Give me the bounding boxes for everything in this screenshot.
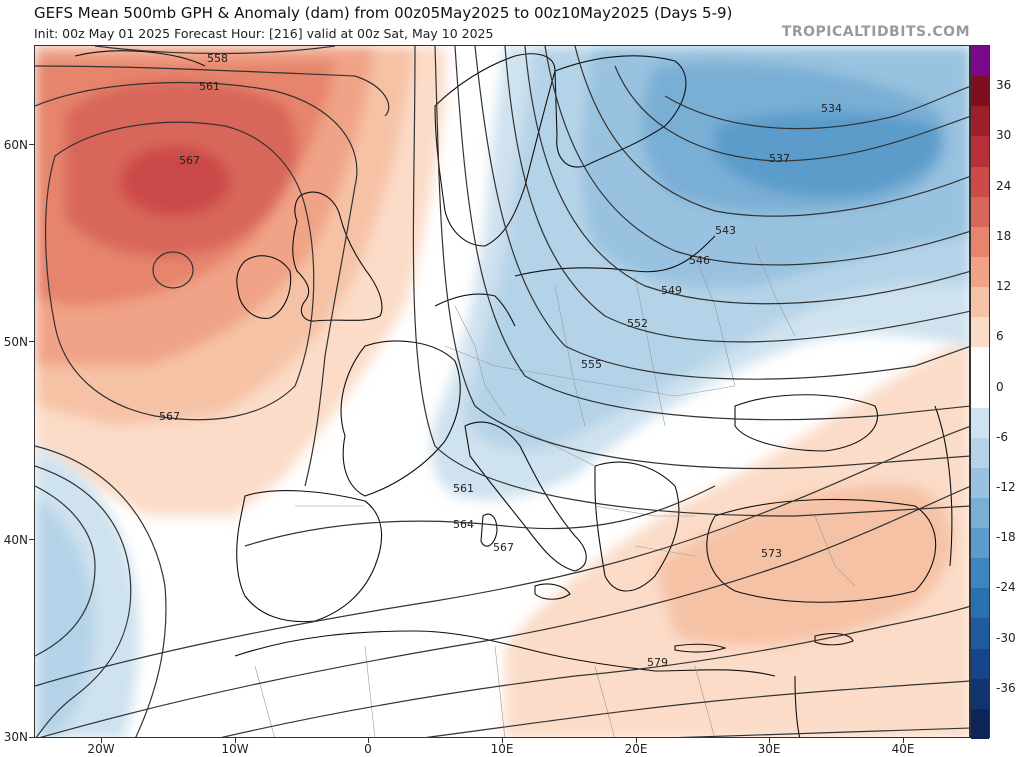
lon-tick — [235, 738, 236, 743]
contour-label: 567 — [179, 154, 200, 167]
lat-label: 50N — [3, 335, 28, 349]
contour-label: 555 — [581, 358, 602, 371]
colorbar-swatch — [971, 708, 989, 740]
contour-labels: 558 561 567 567 534 537 543 546 549 552 … — [159, 52, 842, 669]
contour-label: 567 — [159, 410, 180, 423]
colorbar-label: 30 — [996, 128, 1012, 143]
map-title: GEFS Mean 500mb GPH & Anomaly (dam) from… — [34, 4, 733, 22]
lon-tick — [101, 738, 102, 743]
colorbar-label: -36 — [996, 680, 1016, 695]
colorbar-swatch — [971, 106, 989, 137]
lon-label: 40E — [891, 742, 915, 756]
lon-tick — [502, 738, 503, 743]
lat-tick — [29, 737, 34, 738]
colorbar-swatch — [971, 377, 989, 409]
lat-tick — [29, 539, 34, 540]
contour-label: 534 — [821, 102, 842, 115]
contour-label: 579 — [647, 656, 668, 669]
lon-label: 20W — [87, 742, 115, 756]
contour-label: 552 — [627, 317, 648, 330]
colorbar-label: 36 — [996, 78, 1012, 93]
lon-tick — [769, 738, 770, 743]
colorbar-swatch — [971, 558, 989, 589]
contour-label: 567 — [493, 541, 514, 554]
contour-label: 549 — [661, 284, 682, 297]
colorbar-swatch — [971, 46, 989, 77]
colorbar-swatch — [971, 76, 989, 107]
colorbar-swatch — [971, 618, 989, 650]
colorbar-swatch — [971, 347, 989, 378]
lon-label: 20E — [624, 742, 648, 756]
colorbar-swatch — [971, 196, 989, 228]
height-contours — [35, 46, 969, 737]
colorbar-label: 24 — [996, 178, 1012, 193]
colorbar-swatch — [971, 648, 989, 680]
contour-label: 561 — [199, 80, 220, 93]
lat-label: 30N — [3, 730, 28, 744]
colorbar-swatch — [971, 588, 989, 619]
negative-anomaly-northeast — [431, 46, 969, 500]
colorbar-swatch — [971, 528, 989, 559]
colorbar-swatch — [971, 226, 989, 258]
colorbar-swatch — [971, 166, 989, 198]
lat-tick — [29, 144, 34, 145]
colorbar-label: -24 — [996, 580, 1016, 595]
contour-label: 558 — [207, 52, 228, 65]
map-subtitle: Init: 00z May 01 2025 Forecast Hour: [21… — [34, 26, 494, 41]
colorbar-swatch — [971, 497, 989, 529]
colorbar-swatch — [971, 467, 989, 499]
lon-label: 0 — [364, 742, 372, 756]
colorbar-label: -6 — [996, 429, 1008, 444]
positive-anomaly-southeast — [505, 336, 969, 737]
colorbar-label: 0 — [996, 379, 1004, 394]
map-canvas: 558 561 567 567 534 537 543 546 549 552 … — [35, 46, 969, 737]
lat-tick — [29, 341, 34, 342]
colorbar-label: 6 — [996, 329, 1004, 344]
contour-label: 561 — [453, 482, 474, 495]
contour-label: 537 — [769, 152, 790, 165]
country-borders — [254, 245, 856, 737]
lon-label: 10E — [490, 742, 514, 756]
lat-label: 40N — [3, 533, 28, 547]
contour-label: 546 — [689, 254, 710, 267]
colorbar-label: -30 — [996, 630, 1016, 645]
lat-label: 60N — [3, 138, 28, 152]
colorbar-label: -12 — [996, 480, 1016, 494]
colorbar-swatch — [971, 407, 989, 439]
colorbar-label: -18 — [996, 530, 1016, 545]
colorbar-swatch — [971, 678, 989, 710]
lon-label: 30E — [757, 742, 781, 756]
anomaly-colorbar — [970, 45, 990, 740]
contour-label: 543 — [715, 224, 736, 237]
brand-label: TROPICALTIDBITS.COM — [781, 24, 970, 40]
anomaly-map: 558 561 567 567 534 537 543 546 549 552 … — [34, 45, 970, 738]
colorbar-swatch — [971, 287, 989, 318]
contour-label: 564 — [453, 518, 474, 531]
colorbar-swatch — [971, 317, 989, 348]
lon-label: 10W — [221, 742, 249, 756]
colorbar-swatch — [971, 437, 989, 469]
colorbar-label: 12 — [996, 279, 1012, 294]
lon-tick — [903, 738, 904, 743]
colorbar-swatch — [971, 256, 989, 288]
lon-tick — [636, 738, 637, 743]
lon-tick — [368, 738, 369, 743]
contour-label: 573 — [761, 547, 782, 560]
colorbar-label: 18 — [996, 228, 1012, 243]
colorbar-swatch — [971, 136, 989, 168]
